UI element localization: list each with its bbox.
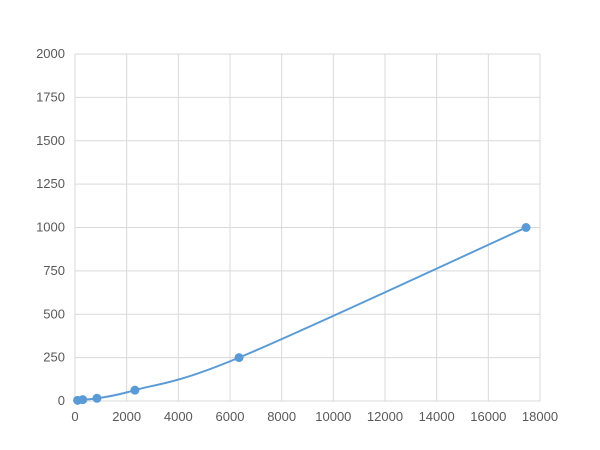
y-tick-label: 1250 (36, 176, 65, 191)
y-tick-label: 0 (58, 393, 65, 408)
x-tick-label: 6000 (216, 409, 245, 424)
x-tick-label: 10000 (315, 409, 351, 424)
data-point (234, 353, 244, 363)
y-tick-label: 1500 (36, 133, 65, 148)
x-tick-label: 8000 (267, 409, 296, 424)
x-tick-label: 18000 (522, 409, 558, 424)
y-tick-label: 750 (43, 263, 65, 278)
data-point (521, 223, 531, 232)
x-tick-label: 14000 (419, 409, 455, 424)
y-tick-label: 2000 (36, 46, 65, 61)
data-point (78, 395, 88, 405)
y-tick-label: 250 (43, 350, 65, 365)
data-point (92, 393, 102, 403)
y-tick-label: 1000 (36, 220, 65, 235)
data-point (130, 385, 140, 395)
x-tick-label: 2000 (112, 409, 141, 424)
y-tick-label: 1750 (36, 89, 65, 104)
x-tick-label: 4000 (164, 409, 193, 424)
x-tick-label: 12000 (367, 409, 403, 424)
x-tick-label: 16000 (470, 409, 506, 424)
x-tick-label: 0 (71, 409, 78, 424)
y-tick-label: 500 (43, 306, 65, 321)
